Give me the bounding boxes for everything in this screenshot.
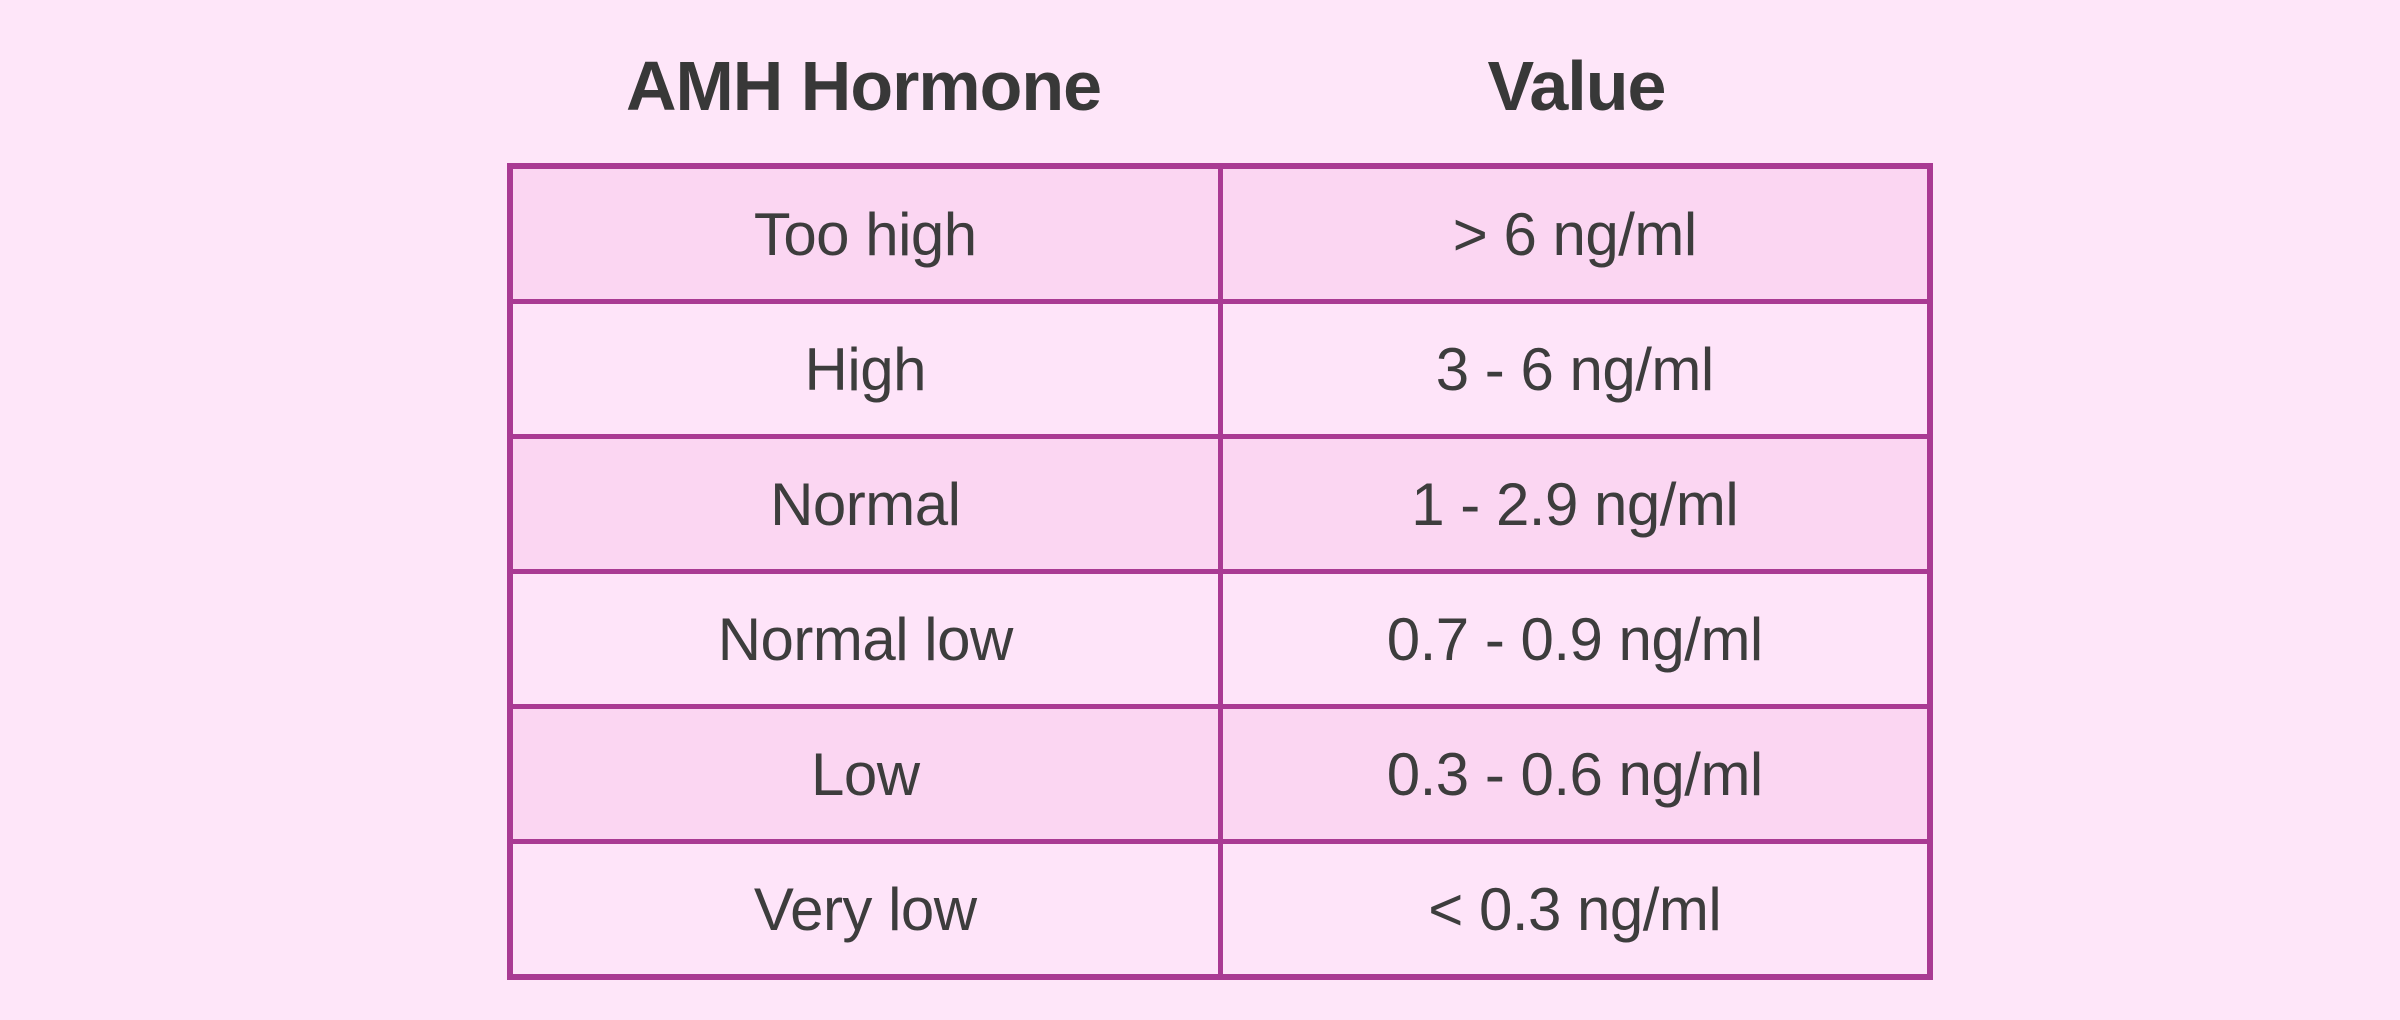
amh-levels-table: Too high > 6 ng/ml High 3 - 6 ng/ml Norm… [507, 163, 1933, 980]
table-cell-value: 0.3 - 0.6 ng/ml [1222, 709, 1927, 839]
table-cell-value: 0.7 - 0.9 ng/ml [1222, 574, 1927, 704]
table-cell-level: Too high [513, 169, 1218, 299]
table-cell-level: Normal [513, 439, 1218, 569]
table-cell-level: Very low [513, 844, 1218, 974]
table-cell-level: Low [513, 709, 1218, 839]
table-cell-value: 3 - 6 ng/ml [1222, 304, 1927, 434]
table-cell-level: High [513, 304, 1218, 434]
column-header-value: Value [1487, 47, 1667, 125]
table-cell-value: 1 - 2.9 ng/ml [1222, 439, 1927, 569]
table-cell-value: < 0.3 ng/ml [1222, 844, 1927, 974]
column-header-hormone: AMH Hormone [625, 47, 1102, 125]
table-header-row: AMH Hormone Value [507, 40, 1933, 132]
table-cell-level: Normal low [513, 574, 1218, 704]
table-cell-value: > 6 ng/ml [1222, 169, 1927, 299]
